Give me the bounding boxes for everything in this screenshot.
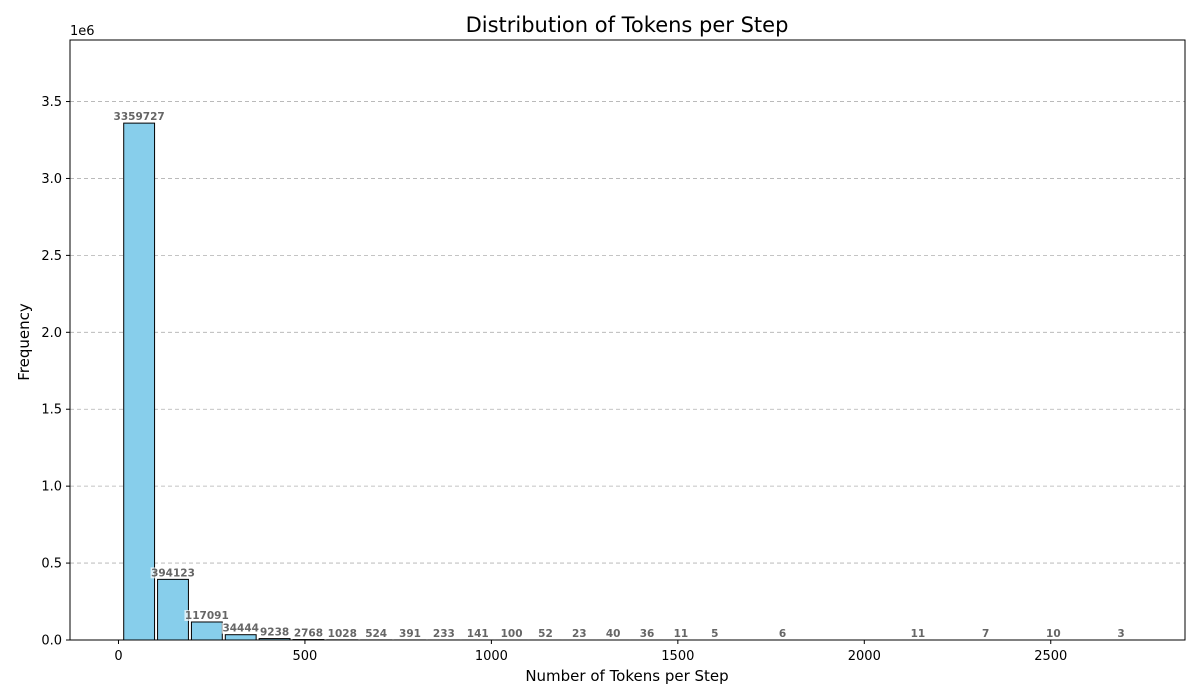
x-tick-label: 1000 xyxy=(475,649,508,664)
bar-label-backdrop xyxy=(980,627,992,639)
bar-label-backdrop xyxy=(570,627,589,639)
bar-label-backdrop xyxy=(184,609,230,621)
bar-value-label: 11 xyxy=(674,628,689,640)
x-tick-label: 2000 xyxy=(848,649,881,664)
bar-label-backdrop xyxy=(1044,627,1063,639)
y-tick-label: 1.0 xyxy=(41,480,62,495)
gridlines xyxy=(70,101,1185,564)
bar-label-backdrop xyxy=(363,627,389,639)
bar-value-label: 2768 xyxy=(294,628,323,640)
bar-label-backdrop xyxy=(499,627,524,639)
bar-label-backdrop xyxy=(397,627,423,639)
bar-value-label: 394123 xyxy=(151,567,195,579)
bar-value-label: 9238 xyxy=(260,627,289,639)
bar-value-label: 52 xyxy=(538,628,553,640)
bar-value-label: 40 xyxy=(606,628,621,640)
bar-value-label: 5 xyxy=(711,628,718,640)
bar-value-label: 10 xyxy=(1046,628,1061,640)
y-tick-label: 3.0 xyxy=(41,172,62,187)
bar-label-backdrop xyxy=(258,626,291,638)
bar-label-backdrop xyxy=(1115,627,1127,639)
histogram-bar xyxy=(224,634,257,641)
bar-value-label: 34444 xyxy=(222,623,259,635)
bar-label-backdrop xyxy=(326,627,358,639)
x-axis-title: Number of Tokens per Step xyxy=(525,667,728,685)
x-tick-label: 2500 xyxy=(1034,649,1067,664)
bar-label-backdrop xyxy=(709,627,721,639)
bar-value-label: 117091 xyxy=(185,610,229,622)
y-axis-ticks: 0.0 0.5 1.0 1.5 2.0 2.5 3.0 3.5 xyxy=(41,95,70,649)
histogram-bar xyxy=(190,621,223,641)
y-tick-label: 0.5 xyxy=(41,557,62,572)
bar-value-label: 3359727 xyxy=(114,111,165,123)
bar-value-label: 36 xyxy=(640,628,655,640)
y-tick-label: 0.0 xyxy=(41,634,62,649)
bar-label-backdrop xyxy=(536,627,555,639)
bar-value-label: 100 xyxy=(501,628,523,640)
y-tick-label: 3.5 xyxy=(41,95,62,110)
histogram-bar xyxy=(123,122,156,641)
bar-label-backdrop xyxy=(909,627,927,639)
y-tick-label: 2.0 xyxy=(41,326,62,341)
bar-label-backdrop xyxy=(638,627,656,639)
bar-value-label: 233 xyxy=(433,628,455,640)
x-tick-label: 0 xyxy=(114,649,122,664)
bar-value-label: 141 xyxy=(467,628,489,640)
bar-label-backdrop xyxy=(604,627,622,639)
bar-value-label: 7 xyxy=(982,628,989,640)
bar-value-label: 23 xyxy=(572,628,587,640)
chart-title: Distribution of Tokens per Step xyxy=(466,13,789,37)
plot-frame xyxy=(69,39,1186,641)
bar-value-label: 6 xyxy=(779,628,786,640)
y-axis-offset-text: 1e6 xyxy=(70,24,95,39)
bar-value-label: 1028 xyxy=(328,628,357,640)
y-tick-label: 1.5 xyxy=(41,403,62,418)
histogram-bar xyxy=(157,578,189,641)
bar-value-label: 11 xyxy=(911,628,926,640)
y-tick-label: 2.5 xyxy=(41,249,62,264)
bar-value-label: 524 xyxy=(365,628,387,640)
bar-value-label: 3 xyxy=(1117,628,1124,640)
bar-label-backdrop xyxy=(221,622,260,634)
bar-label-backdrop xyxy=(292,627,325,639)
bar-label-backdrop xyxy=(465,627,490,639)
x-tick-label: 1500 xyxy=(661,649,694,664)
bar-label-backdrop xyxy=(672,627,690,639)
bar-label-backdrop xyxy=(431,627,457,639)
x-tick-label: 500 xyxy=(293,649,318,664)
bar-label-backdrop xyxy=(777,627,788,639)
bar-label-backdrop xyxy=(150,567,196,579)
bar-value-label: 391 xyxy=(399,628,421,640)
bar-label-backdrop xyxy=(113,111,165,123)
x-axis-ticks: 0 500 1000 1500 2000 2500 xyxy=(114,640,1067,664)
y-axis-title: Frequency xyxy=(15,303,33,381)
